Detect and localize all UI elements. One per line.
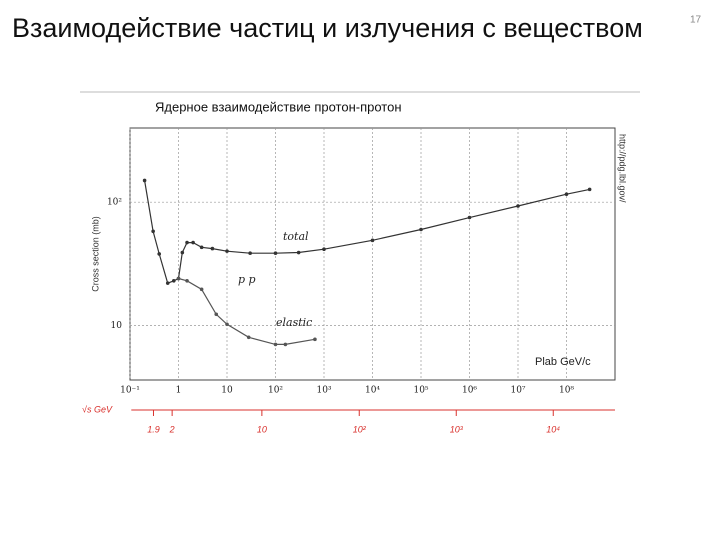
data-point <box>273 251 278 256</box>
data-point <box>225 322 229 327</box>
data-point <box>185 240 189 245</box>
y-axis-label: Cross section (mb) <box>90 216 100 292</box>
x2-tick-label: 10² <box>353 424 367 434</box>
data-point <box>225 249 229 253</box>
data-point <box>370 238 375 243</box>
x-tick-label: 10⁸ <box>559 386 574 396</box>
data-point <box>165 281 170 285</box>
data-point <box>516 204 520 208</box>
data-point <box>142 178 147 183</box>
x2-tick-label: 10 <box>257 424 267 434</box>
data-point <box>157 252 161 256</box>
x2-tick-label: 10³ <box>450 424 464 434</box>
x-tick-label: 10³ <box>316 386 331 396</box>
data-point <box>199 245 204 250</box>
x-tick-label: 10⁴ <box>365 386 380 396</box>
data-point <box>246 335 251 340</box>
x2-axis-label: √s GeV <box>82 404 113 414</box>
x-tick-label: 10 <box>221 386 233 396</box>
data-point <box>467 215 472 220</box>
series-line <box>144 180 590 284</box>
data-point <box>273 342 278 347</box>
data-point <box>214 312 219 317</box>
x-tick-label: 10⁶ <box>462 386 477 396</box>
data-point <box>151 229 155 234</box>
x-tick-label: 10⁷ <box>510 386 525 396</box>
data-point <box>283 342 288 347</box>
annotation: p p <box>238 273 256 286</box>
data-point <box>185 278 189 283</box>
data-point <box>587 187 592 192</box>
x-tick-label: 10² <box>268 386 283 396</box>
x-tick-label: 10⁵ <box>413 386 428 396</box>
source-label: http://pdg.lbl.gov/ <box>618 134 628 203</box>
x-tick-label: 1 <box>176 386 182 396</box>
data-point <box>296 250 301 255</box>
x-tick-label: 10⁻¹ <box>120 386 140 396</box>
y-tick-label: 10² <box>107 198 122 208</box>
data-point <box>176 276 181 281</box>
annotation: total <box>283 230 309 243</box>
page-number: 17 <box>690 15 702 26</box>
annotation: elastic <box>276 316 312 329</box>
slide-title: Взаимодействие частиц и излучения с веще… <box>12 13 643 43</box>
data-point <box>564 192 569 197</box>
data-point <box>180 250 185 255</box>
data-point <box>210 246 215 251</box>
subtitle: Ядерное взаимодействие протон-протон <box>155 99 402 114</box>
x2-tick-label: 1.9 <box>147 424 160 434</box>
data-point <box>171 278 176 283</box>
data-point <box>199 287 204 292</box>
data-point <box>322 247 326 252</box>
x2-tick-label: 2 <box>169 424 175 434</box>
data-point <box>313 337 317 342</box>
data-point <box>419 227 423 232</box>
data-point <box>191 240 195 245</box>
x2-tick-label: 10⁴ <box>546 424 560 434</box>
x-axis-label: Plab GeV/c <box>535 356 591 368</box>
data-point <box>248 251 252 256</box>
y-tick-label: 10 <box>111 321 123 331</box>
